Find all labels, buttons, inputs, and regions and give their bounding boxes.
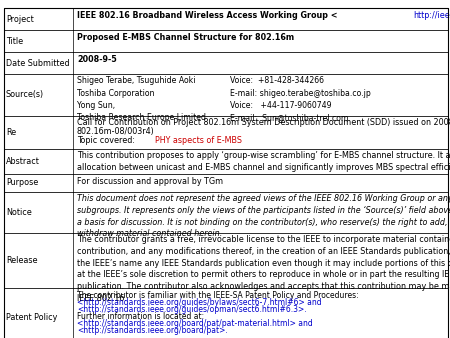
Text: Further information is located at:: Further information is located at: xyxy=(77,312,204,321)
Bar xyxy=(4,192,448,233)
Text: IEEE 802.16 Broadband Wireless Access Working Group <: IEEE 802.16 Broadband Wireless Access Wo… xyxy=(77,11,337,20)
Bar xyxy=(4,116,448,149)
Text: Purpose: Purpose xyxy=(6,178,38,187)
Bar xyxy=(4,149,448,174)
Text: Voice:  +81-428-344266
E-mail: shigeo.terabe@toshiba.co.jp
Voice:   +44-117-9060: Voice: +81-428-344266 E-mail: shigeo.ter… xyxy=(230,76,370,122)
Text: This contribution proposes to apply ‘group-wise scrambling’ for E-MBS channel st: This contribution proposes to apply ‘gro… xyxy=(77,151,450,172)
Text: The contributor grants a free, irrevocable license to the IEEE to incorporate ma: The contributor grants a free, irrevocab… xyxy=(77,235,450,303)
Text: Notice: Notice xyxy=(6,208,32,217)
Bar xyxy=(4,174,448,192)
Bar xyxy=(4,52,448,74)
Text: <http://standards.ieee.org/board/pat>.: <http://standards.ieee.org/board/pat>. xyxy=(77,326,228,335)
Text: Patent Policy: Patent Policy xyxy=(6,313,57,322)
Bar xyxy=(4,233,448,288)
Bar xyxy=(4,74,448,116)
Text: <http://standards.ieee.org/guides/bylaws/sect6-7.html#6> and: <http://standards.ieee.org/guides/bylaws… xyxy=(77,297,322,307)
Text: The contributor is familiar with the IEEE-SA Patent Policy and Procedures:: The contributor is familiar with the IEE… xyxy=(77,290,359,299)
Text: http://ieee802.org/16: http://ieee802.org/16 xyxy=(413,11,450,20)
Text: Date Submitted: Date Submitted xyxy=(6,58,69,68)
Text: Project: Project xyxy=(6,15,34,24)
Text: 2008-9-5: 2008-9-5 xyxy=(77,54,117,64)
Text: PHY aspects of E-MBS: PHY aspects of E-MBS xyxy=(155,136,242,145)
Text: Title: Title xyxy=(6,37,23,46)
Text: Topic covered:: Topic covered: xyxy=(77,136,137,145)
Text: Shigeo Terabe, Tsuguhide Aoki
Toshiba Corporation
Yong Sun,
Toshiba Research Eur: Shigeo Terabe, Tsuguhide Aoki Toshiba Co… xyxy=(77,76,206,122)
Text: Source(s): Source(s) xyxy=(6,91,44,99)
Text: This document does not represent the agreed views of the IEEE 802.16 Working Gro: This document does not represent the agr… xyxy=(77,194,450,238)
Text: Abstract: Abstract xyxy=(6,157,40,166)
Text: <http://standards.ieee.org/guides/opman/sect6.html#6.3>.: <http://standards.ieee.org/guides/opman/… xyxy=(77,305,306,314)
Text: For discussion and approval by TGm: For discussion and approval by TGm xyxy=(77,177,223,186)
Bar xyxy=(4,8,448,30)
Text: Call for Contribution on Project 802.16m System Description Document (SDD) issue: Call for Contribution on Project 802.16m… xyxy=(77,118,450,127)
Bar xyxy=(4,288,448,338)
Text: Re: Re xyxy=(6,128,16,137)
Text: 802.16m-08/003r4): 802.16m-08/003r4) xyxy=(77,127,155,136)
Bar xyxy=(4,30,448,52)
Text: Proposed E-MBS Channel Structure for 802.16m: Proposed E-MBS Channel Structure for 802… xyxy=(77,33,294,42)
Text: <http://standards.ieee.org/board/pat/pat-material.html> and: <http://standards.ieee.org/board/pat/pat… xyxy=(77,319,313,328)
Text: Release: Release xyxy=(6,256,37,265)
